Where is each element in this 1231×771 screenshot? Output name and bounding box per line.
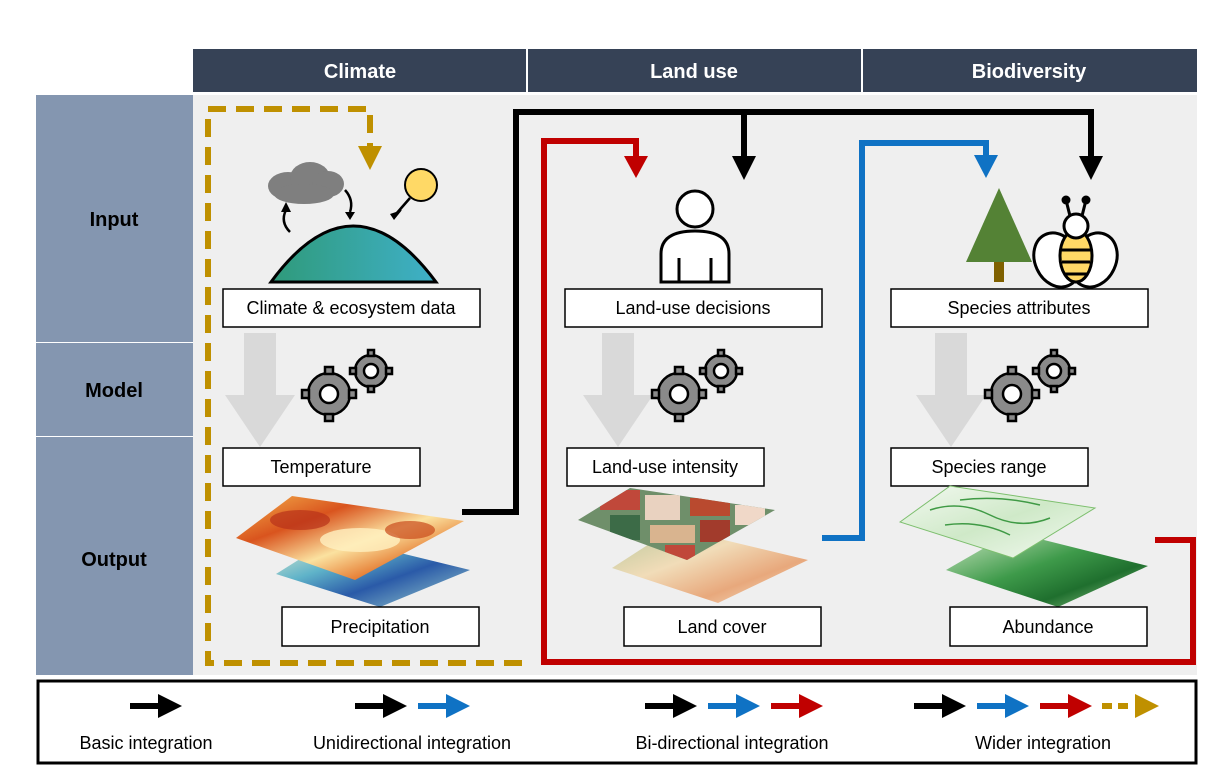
species-range-label: Species range: [931, 457, 1046, 477]
bee-icon: [1032, 195, 1119, 289]
legend-bidirectional-label: Bi-directional integration: [635, 733, 828, 753]
basic-arrowhead-biodiversity: [1079, 156, 1103, 180]
species-range-map: [898, 485, 1097, 559]
gears-icon: [300, 348, 394, 423]
column-header-land-use: Land use: [650, 61, 738, 83]
temperature-box: [222, 447, 421, 487]
gears-icon: [983, 348, 1077, 423]
cloud-icon: [268, 162, 344, 204]
bidirectional-arrowhead: [624, 156, 648, 178]
row-header-model-bg: [36, 343, 193, 436]
row-header-model: Model: [85, 380, 143, 402]
land-cover-label: Land cover: [677, 617, 766, 637]
legend-basic-arrow: [130, 694, 182, 718]
person-icon: [659, 189, 731, 284]
earth-hill-icon: [268, 224, 439, 284]
legend-bidirectional-arrows: [645, 694, 823, 718]
model-flow-arrow: [583, 333, 653, 447]
species-range-box: [890, 447, 1089, 487]
abundance-box: [949, 606, 1148, 647]
abundance-label: Abundance: [1002, 617, 1093, 637]
land-use-intensity-box: [566, 447, 765, 487]
legend-wider-label: Wider integration: [975, 733, 1111, 753]
biodiversity-input-label: Species attributes: [947, 298, 1090, 318]
arrowhead: [345, 212, 355, 220]
land-use-input-label: Land-use decisions: [615, 298, 770, 318]
row-header-input-bg: [36, 95, 193, 342]
basic-arrowhead-land-use: [732, 156, 756, 180]
column-header-climate: Climate: [324, 61, 396, 83]
tree-icon: [966, 188, 1032, 282]
wider-integration-loop: [205, 106, 522, 666]
legend-wider-arrows: [914, 694, 1159, 718]
legend-basic-label: Basic integration: [79, 733, 212, 753]
wider-arrowhead: [358, 146, 382, 170]
basic-integration-line: [462, 109, 1094, 515]
species-range-contours: [929, 497, 1051, 536]
legend-unidirectional-arrows: [355, 694, 470, 718]
land-use-input-box: [564, 288, 823, 328]
precipitation-label: Precipitation: [330, 617, 429, 637]
gears-icon: [650, 348, 744, 423]
arrowhead: [390, 210, 402, 220]
column-header-bar: [193, 49, 1197, 92]
temperature-map-texture: [270, 510, 435, 552]
arrowhead: [281, 202, 291, 212]
model-flow-arrow: [916, 333, 986, 447]
unidirectional-integration-line: [822, 140, 989, 541]
temperature-label: Temperature: [270, 457, 371, 477]
biodiversity-input-box: [890, 288, 1149, 328]
unidirectional-arrowhead: [974, 155, 998, 178]
column-header-biodiversity: Biodiversity: [972, 61, 1087, 83]
climate-input-label: Climate & ecosystem data: [246, 298, 456, 318]
sun-icon: [404, 168, 438, 202]
land-cover-box: [623, 606, 822, 647]
precipitation-box: [281, 606, 480, 647]
legend-unidirectional-label: Unidirectional integration: [313, 733, 511, 753]
bidirectional-integration-loop: [541, 138, 1196, 665]
model-flow-arrow: [225, 333, 295, 447]
row-header-output: Output: [81, 549, 147, 571]
legend-box: [36, 679, 1198, 765]
row-header-input: Input: [90, 209, 139, 231]
climate-input-box: [222, 288, 481, 328]
land-use-intensity-label: Land-use intensity: [592, 457, 738, 477]
row-header-output-bg: [36, 437, 193, 675]
